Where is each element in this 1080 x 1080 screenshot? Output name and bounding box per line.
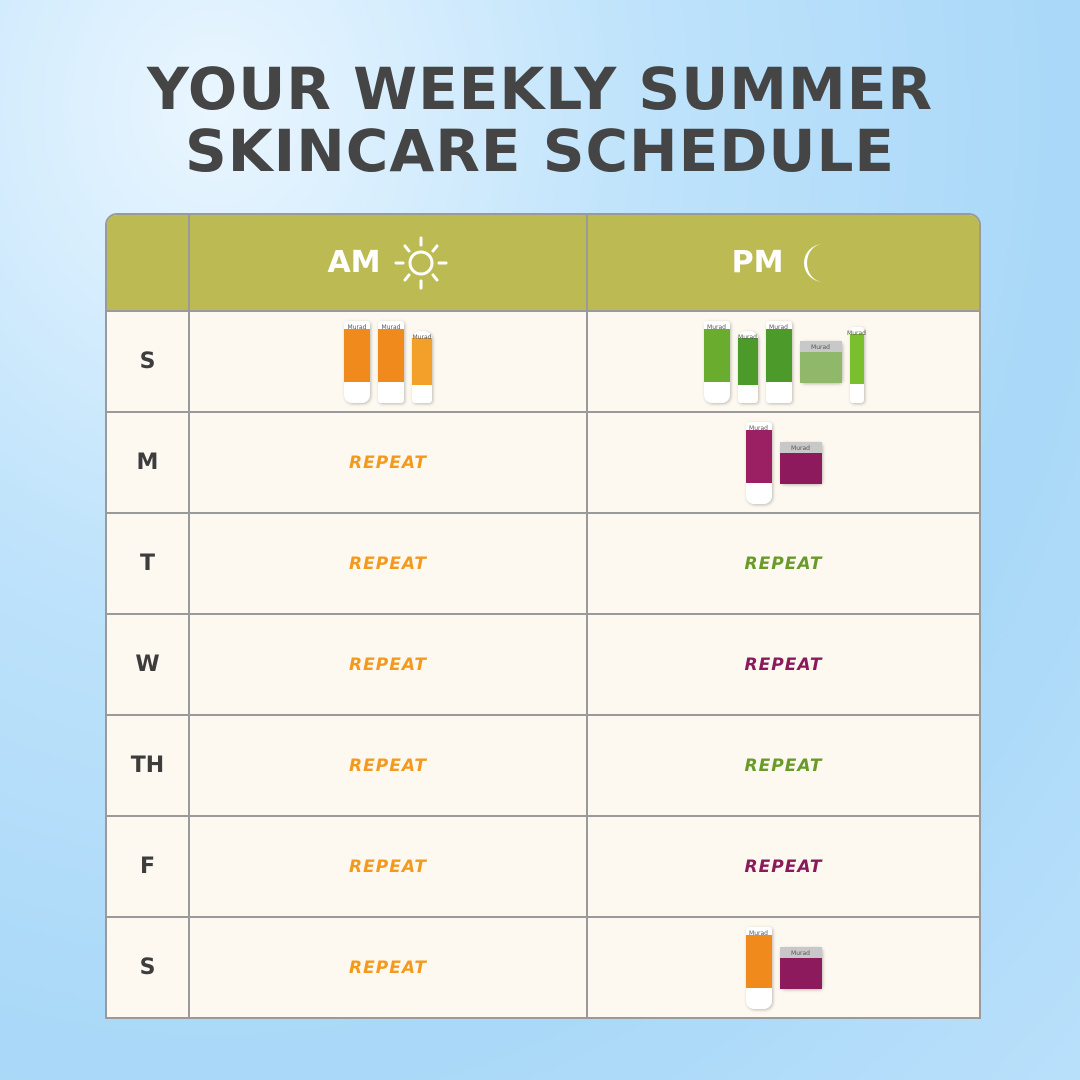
am-label: AM: [327, 245, 381, 280]
am-cell: REPEAT: [190, 413, 588, 512]
day-cell: S: [107, 918, 190, 1017]
am-cell: REPEAT: [190, 918, 588, 1017]
header-am: AM: [190, 215, 588, 310]
product-jar-image: Murad: [779, 441, 822, 484]
product-tube-image: Murad: [745, 926, 772, 1009]
repeat-label: REPEAT: [744, 755, 823, 776]
product-group: Murad Murad: [745, 418, 822, 508]
pm-label: PM: [731, 245, 784, 280]
day-cell: TH: [107, 716, 190, 815]
title-line-2: SKINCARE SCHEDULE: [184, 117, 896, 185]
schedule-table: AM PM S Murad Murad Murad Murad Murad Murad Mur…: [105, 213, 981, 1019]
product-group: Murad Murad: [745, 923, 822, 1013]
sun-icon: [394, 236, 448, 289]
day-cell: W: [107, 615, 190, 714]
day-cell: T: [107, 514, 190, 613]
pm-cell: Murad Murad: [588, 918, 979, 1017]
title-line-1: YOUR WEEKLY SUMMER: [146, 55, 934, 123]
repeat-label: REPEAT: [349, 553, 427, 574]
am-cell: REPEAT: [190, 716, 588, 815]
repeat-label: REPEAT: [349, 957, 427, 978]
day-label: T: [139, 551, 155, 576]
product-jar-image: Murad: [799, 340, 842, 383]
repeat-label: REPEAT: [744, 654, 823, 675]
repeat-label: REPEAT: [744, 856, 823, 877]
product-tube-image: Murad: [344, 320, 370, 403]
product-tube-image: Murad: [745, 421, 772, 504]
table-row: W REPEAT REPEAT: [107, 613, 979, 714]
day-label: F: [139, 854, 156, 879]
table-row: M REPEAT Murad Murad: [107, 411, 979, 512]
pm-cell: REPEAT: [588, 514, 979, 613]
table-row: S Murad Murad Murad Murad Murad Murad Murad Mura…: [107, 310, 979, 411]
product-group: Murad Murad Murad Murad Murad: [703, 317, 866, 407]
table-row: S REPEAT Murad Murad: [107, 916, 979, 1017]
table-row: T REPEAT REPEAT: [107, 512, 979, 613]
day-cell: M: [107, 413, 190, 512]
day-label: W: [135, 652, 160, 677]
header-pm: PM: [588, 215, 979, 310]
product-pen-image: Murad: [847, 326, 866, 403]
product-bottle-image: Murad: [765, 320, 792, 403]
am-cell: REPEAT: [190, 817, 588, 916]
header-corner-cell: [107, 215, 190, 310]
table-row: F REPEAT REPEAT: [107, 815, 979, 916]
am-cell: Murad Murad Murad: [190, 312, 588, 411]
product-group: Murad Murad Murad: [344, 317, 432, 407]
repeat-label: REPEAT: [744, 553, 823, 574]
day-label: M: [136, 450, 159, 475]
day-cell: F: [107, 817, 190, 916]
pm-cell: REPEAT: [588, 615, 979, 714]
product-bottle-image: Murad: [378, 320, 404, 403]
table-row: TH REPEAT REPEAT: [107, 714, 979, 815]
moon-icon: [804, 243, 824, 282]
repeat-label: REPEAT: [349, 755, 427, 776]
repeat-label: REPEAT: [349, 452, 427, 473]
pm-cell: REPEAT: [588, 716, 979, 815]
pm-cell: REPEAT: [588, 817, 979, 916]
day-cell: S: [107, 312, 190, 411]
table-header: AM PM: [107, 215, 979, 310]
repeat-label: REPEAT: [349, 654, 427, 675]
product-tube-image: Murad: [703, 320, 730, 403]
product-serum-image: Murad: [737, 330, 758, 403]
pm-cell: Murad Murad Murad Murad Murad: [588, 312, 979, 411]
day-label: S: [139, 349, 156, 374]
am-cell: REPEAT: [190, 615, 588, 714]
day-label: TH: [130, 753, 165, 778]
page-title: YOUR WEEKLY SUMMER SKINCARE SCHEDULE: [0, 58, 1080, 182]
product-jar-image: Murad: [779, 946, 822, 989]
day-label: S: [139, 955, 156, 980]
repeat-label: REPEAT: [349, 856, 427, 877]
product-serum-image: Murad: [412, 330, 432, 403]
pm-cell: Murad Murad: [588, 413, 979, 512]
am-cell: REPEAT: [190, 514, 588, 613]
